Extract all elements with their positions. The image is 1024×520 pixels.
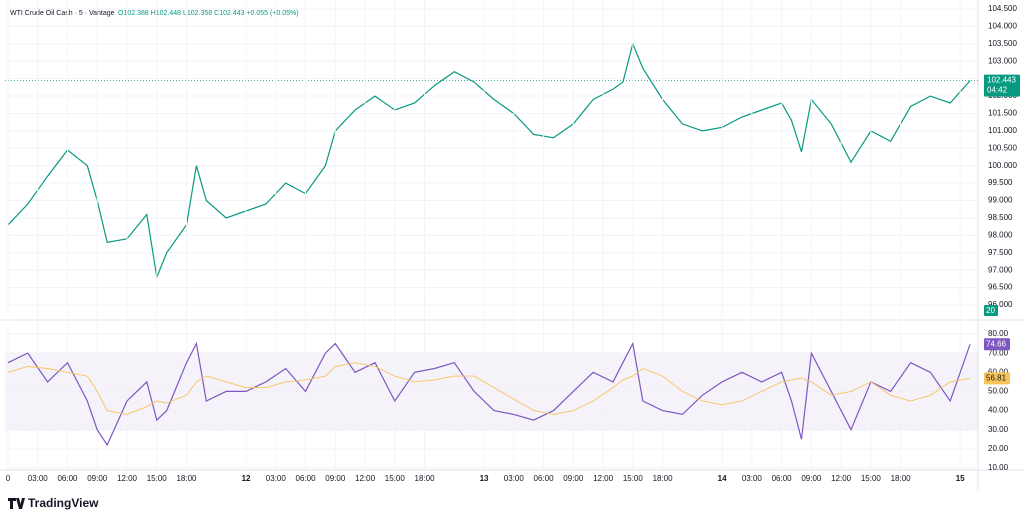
y-tick-label: 20.00 bbox=[988, 444, 1009, 453]
x-tick-label: 14 bbox=[718, 474, 727, 483]
x-tick-label: 03:00 bbox=[742, 474, 763, 483]
x-tick-label: 18:00 bbox=[176, 474, 197, 483]
x-tick-label: 06:00 bbox=[534, 474, 555, 483]
last-value-box bbox=[984, 372, 1010, 385]
logo: TradingView bbox=[8, 496, 99, 510]
x-tick-label: 09:00 bbox=[801, 474, 822, 483]
y-tick-label: 97.500 bbox=[988, 248, 1013, 257]
x-tick-label: 06:00 bbox=[57, 474, 78, 483]
x-tick-label: 09:00 bbox=[325, 474, 346, 483]
x-tick-label: 12 bbox=[242, 474, 251, 483]
x-tick-label: 09:00 bbox=[87, 474, 108, 483]
y-tick-label: 30.00 bbox=[988, 425, 1009, 434]
badge-label: 20 bbox=[986, 306, 995, 315]
ohlc-values: O102.388 H102.448 L102.358 C102.443 +0.0… bbox=[118, 10, 299, 17]
x-tick-label: 12:00 bbox=[593, 474, 614, 483]
x-tick-label: 15:00 bbox=[623, 474, 644, 483]
x-tick-label: 12:00 bbox=[117, 474, 138, 483]
y-tick-label: 97.000 bbox=[988, 265, 1013, 274]
y-tick-label: 99.500 bbox=[988, 178, 1013, 187]
symbol-title: WTI Crude Oil Cash · 5 · Vantage bbox=[10, 10, 115, 17]
y-tick-label: 96.500 bbox=[988, 283, 1013, 292]
x-tick-label: 15:00 bbox=[385, 474, 406, 483]
last-value-label: 74.66 bbox=[986, 339, 1007, 348]
x-tick-label: 06:00 bbox=[772, 474, 793, 483]
x-tick-label: 03:00 bbox=[28, 474, 49, 483]
logo-mark bbox=[8, 498, 25, 509]
x-tick-label: 18:00 bbox=[891, 474, 912, 483]
series-line bbox=[7, 362, 971, 415]
y-tick-label: 104.000 bbox=[988, 22, 1017, 31]
y-tick-label: 80.00 bbox=[988, 329, 1009, 338]
y-tick-label: 10.00 bbox=[988, 463, 1009, 472]
x-tick-label: 0 bbox=[6, 474, 11, 483]
x-tick-label: 06:00 bbox=[296, 474, 317, 483]
badge-box bbox=[984, 305, 998, 316]
y-tick-label: 98.000 bbox=[988, 230, 1013, 239]
x-tick-label: 15:00 bbox=[861, 474, 882, 483]
y-tick-label: 60.00 bbox=[988, 367, 1009, 376]
x-tick-label: 15:00 bbox=[147, 474, 168, 483]
y-tick-label: 98.500 bbox=[988, 213, 1013, 222]
y-tick-label: 50.00 bbox=[988, 387, 1009, 396]
y-tick-label: 103.500 bbox=[988, 39, 1017, 48]
y-tick-label: 40.00 bbox=[988, 406, 1009, 415]
x-tick-label: 15 bbox=[956, 474, 965, 483]
y-tick-label: 104.500 bbox=[988, 4, 1017, 13]
y-tick-label: 101.500 bbox=[988, 109, 1017, 118]
last-price-label: 102.443 bbox=[987, 76, 1016, 85]
x-tick-label: 18:00 bbox=[653, 474, 674, 483]
x-tick-label: 03:00 bbox=[266, 474, 287, 483]
y-tick-label: 100.500 bbox=[988, 143, 1017, 152]
y-tick-label: 70.00 bbox=[988, 348, 1009, 357]
y-tick-label: 99.000 bbox=[988, 196, 1013, 205]
last-value-box bbox=[984, 338, 1010, 351]
countdown-label: 04:42 bbox=[987, 86, 1008, 95]
x-tick-label: 12:00 bbox=[831, 474, 852, 483]
series-line bbox=[7, 341, 971, 447]
x-tick-label: 13 bbox=[480, 474, 489, 483]
brand: TradingView bbox=[28, 496, 99, 510]
y-tick-label: 100.000 bbox=[988, 161, 1017, 170]
y-tick-label: 96.000 bbox=[988, 300, 1013, 309]
x-tick-label: 09:00 bbox=[563, 474, 584, 483]
y-tick-label: 101.000 bbox=[988, 126, 1017, 135]
x-tick-label: 12:00 bbox=[355, 474, 376, 483]
last-value-label: 56.81 bbox=[986, 374, 1007, 383]
x-tick-label: 18:00 bbox=[415, 474, 436, 483]
x-tick-label: 03:00 bbox=[504, 474, 525, 483]
y-tick-label: 103.000 bbox=[988, 56, 1017, 65]
last-price-box bbox=[984, 74, 1020, 97]
